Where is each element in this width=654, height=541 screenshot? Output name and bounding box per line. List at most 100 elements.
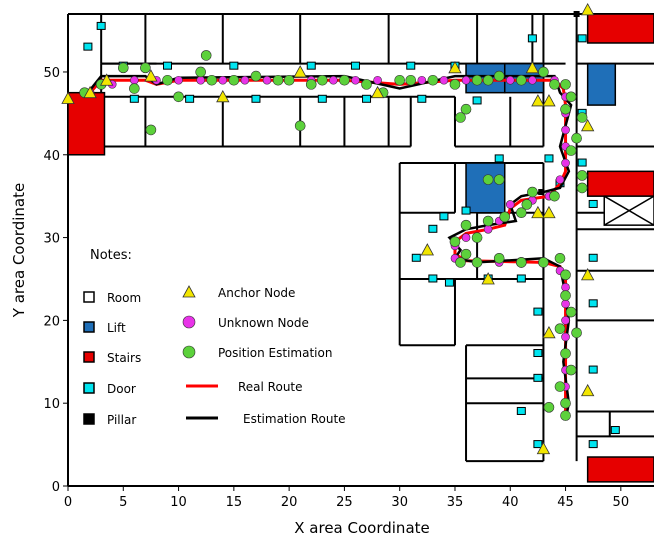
position-estimation-point [493, 70, 505, 82]
notes-swatch-stairs [83, 351, 95, 363]
position-estimation-point [460, 103, 472, 115]
door [588, 365, 598, 374]
door [317, 94, 327, 103]
anchor-node [531, 205, 545, 219]
position-estimation-point [571, 327, 582, 339]
unknown-node [561, 158, 570, 168]
door [533, 349, 543, 358]
lift [465, 162, 506, 214]
position-estimation-point [516, 257, 527, 268]
unknown-node [483, 224, 493, 234]
y-tick-label: 50 [43, 66, 60, 81]
legend-marker-position-estimation [182, 345, 196, 359]
anchor-node [580, 3, 595, 16]
unknown-node [240, 75, 250, 85]
position-estimation-point [538, 66, 549, 78]
notes-label-lift: Lift [107, 321, 126, 335]
legend-label-position-estimation: Position Estimation [218, 346, 332, 360]
position-estimation-point [206, 74, 218, 86]
y-axis-title: Y area Coordinate [10, 183, 28, 318]
position-estimation-point [339, 74, 350, 86]
door [96, 21, 106, 30]
real-route-line [88, 78, 568, 412]
position-estimation-point [272, 74, 284, 86]
position-estimation-point [283, 74, 295, 86]
unknown-node [373, 75, 382, 85]
door [472, 96, 482, 105]
unknown-node [505, 75, 515, 85]
door [588, 199, 598, 208]
door [516, 406, 526, 415]
position-estimation-point [455, 257, 466, 268]
door [527, 34, 537, 43]
door [444, 278, 454, 287]
floor-plan [67, 11, 654, 487]
x-tick-label: 25 [336, 495, 353, 510]
door [588, 299, 598, 308]
position-estimation-point [554, 252, 566, 264]
anchor-node [293, 65, 307, 78]
position-estimation-point [543, 402, 555, 413]
position-estimation-point [521, 199, 533, 210]
unknown-node [561, 299, 570, 309]
stairs [586, 456, 654, 483]
x-tick-label: 0 [64, 495, 72, 510]
door [83, 42, 93, 51]
position-estimation-point [228, 74, 240, 86]
door [129, 94, 139, 103]
door [533, 440, 543, 449]
position-estimation-point [576, 170, 588, 181]
unknown-node [561, 316, 570, 325]
x-tick-label: 45 [557, 495, 574, 510]
legend-marker-unknown-node [182, 315, 196, 329]
routes [83, 74, 573, 420]
unknown-node [439, 75, 449, 85]
anchor-node [542, 94, 556, 107]
door [516, 274, 526, 283]
position-estimation-point [549, 190, 560, 202]
door [588, 440, 598, 449]
unknown-node [351, 75, 360, 85]
notes-swatch-pillar [83, 413, 95, 425]
anchor-node [420, 243, 435, 256]
position-estimation-point [460, 219, 472, 231]
wall [603, 195, 654, 226]
legend: Room Lift Stairs Door Pillar Anchor Node Unkno… [83, 285, 346, 427]
unknown-node [561, 282, 570, 292]
position-estimation-point [560, 290, 571, 301]
unknown-node [461, 75, 471, 85]
position-estimation-point [449, 79, 461, 90]
door [251, 94, 261, 103]
notes-label-door: Door [107, 382, 136, 396]
position-estimation-point [576, 112, 588, 123]
anchor-node [580, 383, 595, 397]
points [61, 3, 595, 455]
x-tick-label: 15 [226, 495, 243, 510]
y-tick-label: 0 [52, 480, 60, 495]
y-tick-label: 10 [43, 397, 60, 412]
position-estimation-point [538, 257, 549, 268]
x-tick-label: 50 [613, 495, 630, 510]
position-estimation-point [140, 62, 151, 74]
position-estimation-point [394, 74, 405, 86]
anchor-node [83, 85, 97, 99]
position-estimation-point [499, 211, 511, 223]
anchor-node [448, 60, 462, 74]
anchor-node [531, 94, 545, 107]
notes-swatch-lift [83, 321, 95, 333]
anchor-node [542, 325, 556, 339]
legend-marker-anchor-node [182, 285, 196, 298]
position-estimation-point [565, 306, 577, 318]
door [417, 94, 427, 103]
position-estimation-point [560, 79, 571, 90]
x-tick-label: 10 [170, 495, 187, 510]
x-tick-label: 5 [119, 495, 127, 510]
position-estimation-point [493, 174, 505, 185]
door [610, 426, 620, 435]
anchor-node [144, 69, 158, 82]
position-estimation-point [129, 83, 140, 94]
y-tick-label: 20 [43, 314, 60, 329]
legend-label-real-route: Real Route [238, 380, 303, 394]
unknown-node [174, 75, 183, 85]
position-estimation-point [516, 207, 527, 219]
